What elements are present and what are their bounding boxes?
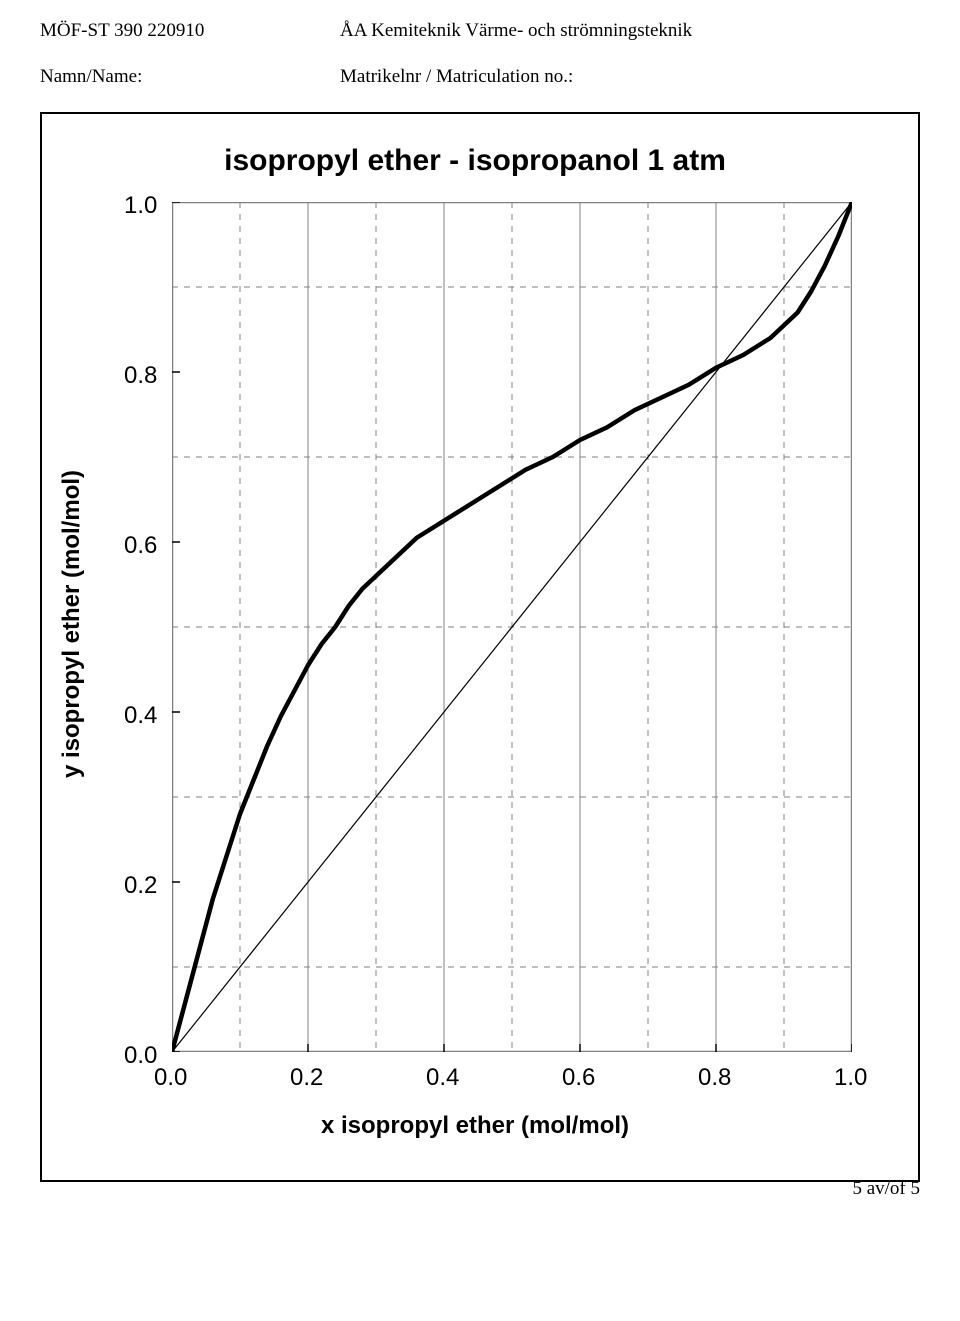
xtick-4: 0.8 [698, 1064, 731, 1092]
page-footer: 5 av/of 5 [852, 1178, 920, 1200]
chart-inner: isopropyl ether - isopropanol 1 atm y is… [62, 144, 888, 1150]
name-label: Namn/Name: [40, 66, 340, 88]
header-row-2: Namn/Name: Matrikelnr / Matriculation no… [40, 66, 920, 88]
ytick-3: 0.4 [124, 702, 157, 730]
plot-area [172, 202, 852, 1052]
ytick-5: 0.0 [124, 1042, 157, 1070]
department: ÅA Kemiteknik Värme- och strömningstekni… [340, 20, 692, 42]
ytick-2: 0.6 [124, 532, 157, 560]
xtick-5: 1.0 [834, 1064, 867, 1092]
xtick-0: 0.0 [154, 1064, 187, 1092]
ytick-1: 0.8 [124, 362, 157, 390]
ytick-0: 1.0 [124, 192, 157, 220]
xtick-2: 0.4 [426, 1064, 459, 1092]
plot-svg [172, 202, 852, 1052]
ytick-4: 0.2 [124, 872, 157, 900]
matric-label: Matrikelnr / Matriculation no.: [340, 66, 573, 88]
y-axis-label: y isopropyl ether (mol/mol) [58, 470, 86, 778]
xtick-1: 0.2 [290, 1064, 323, 1092]
x-axis-label: x isopropyl ether (mol/mol) [62, 1112, 888, 1140]
header-row-1: MÖF-ST 390 220910 ÅA Kemiteknik Värme- o… [40, 20, 920, 42]
xtick-3: 0.6 [562, 1064, 595, 1092]
chart-title: isopropyl ether - isopropanol 1 atm [62, 144, 888, 178]
page: MÖF-ST 390 220910 ÅA Kemiteknik Värme- o… [0, 0, 960, 1212]
doc-code: MÖF-ST 390 220910 [40, 20, 340, 42]
chart-frame: isopropyl ether - isopropanol 1 atm y is… [40, 112, 920, 1182]
